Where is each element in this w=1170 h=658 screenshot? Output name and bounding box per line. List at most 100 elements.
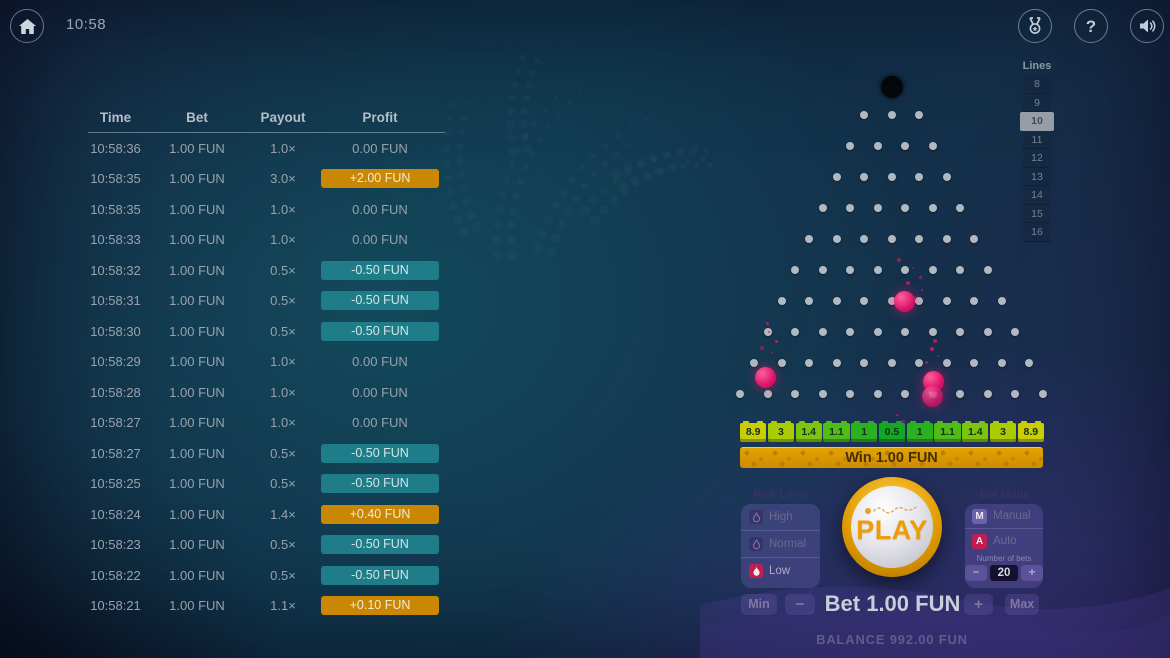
board-peg	[1025, 359, 1033, 367]
board-peg	[997, 359, 1006, 367]
history-profit: +0.40 FUN	[315, 504, 445, 524]
current-bet-text: Bet 1.00 FUN	[824, 591, 961, 616]
history-bet: 1.00 FUN	[169, 598, 225, 614]
history-row: 10:58:30 1.00 FUN 0.5× -0.50 FUN	[88, 316, 445, 347]
header-divider	[88, 132, 445, 133]
board-peg	[832, 297, 841, 305]
history-row: 10:58:32 1.00 FUN 0.5× -0.50 FUN	[88, 255, 445, 286]
risk-option-low[interactable]: Low	[741, 557, 820, 584]
board-peg	[942, 297, 951, 305]
history-profit: 0.00 FUN	[352, 415, 408, 431]
lines-option-13[interactable]: 13	[1023, 167, 1051, 186]
bet-increase-button[interactable]: +	[964, 594, 993, 615]
lines-option-11[interactable]: 11	[1023, 130, 1051, 149]
bet-decrease-button[interactable]: −	[785, 594, 815, 615]
history-row: 10:58:29 1.00 FUN 1.0× 0.00 FUN	[88, 347, 445, 378]
question-icon: ?	[1085, 16, 1097, 36]
ball-particle	[896, 414, 898, 416]
bet-history-table: Time Bet Payout Profit 10:58:36 1.00 FUN 1…	[88, 104, 445, 621]
history-bet: 1.00 FUN	[169, 354, 225, 370]
ball-particle	[902, 420, 905, 423]
history-payout: 0.5×	[270, 262, 296, 278]
risk-option-high[interactable]: High	[741, 504, 820, 530]
multiplier-slot: 1.1	[823, 420, 850, 442]
medal-icon	[1029, 17, 1041, 34]
board-peg	[777, 359, 786, 367]
history-payout: 0.5×	[270, 537, 296, 553]
bet-max-button[interactable]: Max	[1005, 594, 1039, 615]
bet-mode-title: Bet Mode	[979, 489, 1030, 501]
board-peg	[832, 173, 841, 181]
history-payout: 1.0×	[270, 140, 296, 156]
history-header-row: Time Bet Payout Profit	[88, 104, 445, 131]
ball-particle	[925, 361, 928, 364]
history-time: 10:58:35	[90, 201, 141, 217]
board-peg	[791, 390, 800, 398]
lines-option-12[interactable]: 12	[1023, 149, 1051, 168]
column-header-time: Time	[99, 110, 132, 125]
history-time: 10:58:31	[90, 293, 141, 309]
board-peg	[873, 204, 882, 212]
board-peg	[818, 204, 827, 212]
board-peg	[970, 235, 978, 243]
bets-decrease-button[interactable]: −	[965, 565, 987, 581]
history-payout: 1.0×	[270, 415, 296, 431]
history-bet: 1.00 FUN	[169, 567, 225, 583]
help-button[interactable]: ?	[1074, 9, 1108, 43]
history-row: 10:58:24 1.00 FUN 1.4× +0.40 FUN	[88, 499, 445, 530]
board-peg	[956, 266, 965, 274]
auto-badge-icon: A	[972, 533, 987, 549]
history-profit: 0.00 FUN	[352, 354, 408, 370]
board-peg	[887, 173, 896, 181]
achievements-button[interactable]	[1018, 9, 1052, 43]
home-button[interactable]	[10, 9, 44, 43]
history-time: 10:58:33	[90, 232, 141, 248]
flame-icon	[749, 564, 763, 578]
lines-option-16[interactable]: 16	[1023, 223, 1051, 242]
multiplier-slot: 3	[989, 420, 1017, 442]
board-peg	[846, 204, 855, 212]
lines-option-15[interactable]: 15	[1023, 204, 1051, 223]
profit-badge: +0.10 FUN	[321, 596, 439, 616]
bet-min-button[interactable]: Min	[741, 594, 777, 615]
board-peg	[956, 204, 965, 212]
lines-option-14[interactable]: 14	[1023, 186, 1051, 205]
column-header-bet: Bet	[186, 110, 208, 125]
history-bet: 1.00 FUN	[169, 140, 225, 156]
history-time: 10:58:24	[90, 506, 141, 522]
bets-increase-button[interactable]: +	[1021, 565, 1043, 581]
ball-particle	[766, 322, 769, 325]
history-profit: -0.50 FUN	[315, 565, 445, 585]
history-row: 10:58:28 1.00 FUN 1.0× 0.00 FUN	[88, 377, 445, 408]
board-peg	[1011, 328, 1020, 336]
history-row: 10:58:23 1.00 FUN 0.5× -0.50 FUN	[88, 530, 445, 561]
ball-particle	[913, 296, 916, 299]
board-peg	[983, 266, 992, 274]
ball-particle	[930, 347, 934, 351]
sound-button[interactable]	[1130, 9, 1164, 43]
history-payout: 1.0×	[270, 232, 296, 248]
risk-level-title: Risk Level	[753, 489, 808, 501]
lines-option-10[interactable]: 10	[1020, 112, 1054, 131]
history-profit: 0.00 FUN	[352, 232, 408, 248]
board-peg	[750, 359, 758, 367]
lines-option-8[interactable]: 8	[1023, 75, 1051, 94]
board-peg	[846, 390, 855, 398]
lines-option-9[interactable]: 9	[1023, 93, 1051, 112]
board-peg	[873, 266, 882, 274]
risk-option-normal[interactable]: Normal	[741, 530, 820, 557]
bet-mode-panel: M Manual A Auto Number of bets − 20 +	[965, 504, 1043, 588]
history-profit: 0.00 FUN	[352, 384, 408, 400]
profit-badge: -0.50 FUN	[321, 260, 439, 280]
history-bet: 1.00 FUN	[169, 445, 225, 461]
board-peg	[818, 328, 827, 336]
bet-mode-manual[interactable]: M Manual	[965, 504, 1043, 529]
multiplier-slot: 1.1	[934, 420, 961, 442]
history-payout: 1.1×	[270, 598, 296, 614]
history-profit: +2.00 FUN	[315, 169, 445, 189]
board-peg	[915, 173, 923, 181]
bet-mode-auto[interactable]: A Auto	[965, 529, 1043, 553]
play-button[interactable]: PLAY	[842, 477, 942, 577]
history-time: 10:58:21	[90, 598, 141, 614]
